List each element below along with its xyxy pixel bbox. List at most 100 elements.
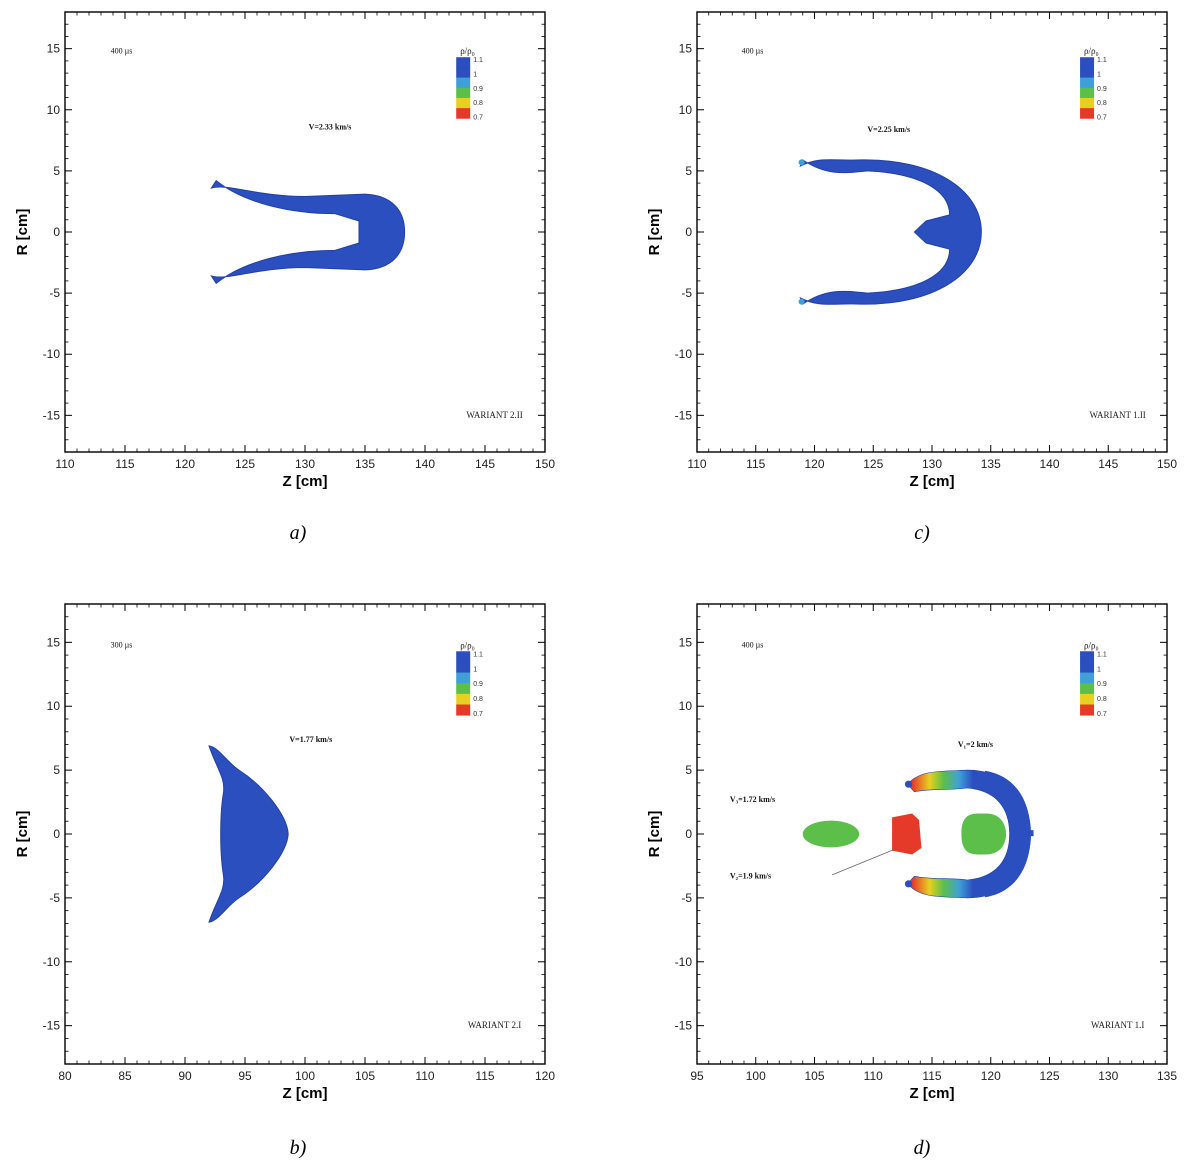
- y-tick-label: 0: [53, 225, 60, 239]
- x-tick-label: 140: [1039, 457, 1059, 471]
- y-tick-label: 5: [53, 763, 60, 777]
- chart-panel-d: 95 100 105 110 115 120 125 130 135 -15 -10 -5 0 5 10 15…: [592, 584, 1184, 1168]
- x-tick-label: 95: [690, 1069, 704, 1083]
- legend-title: ρ/ρ₀: [460, 640, 475, 650]
- y-tick-label: -5: [681, 286, 692, 300]
- legend-tick-label: 0.7: [1097, 114, 1107, 121]
- x-axis-label: Z [cm]: [283, 473, 328, 490]
- legend-swatch: [456, 87, 471, 99]
- x-axis-label: Z [cm]: [283, 1085, 328, 1102]
- x-axis-label: Z [cm]: [910, 473, 955, 490]
- caption-a: a): [289, 522, 307, 544]
- x-tick-label: 145: [1098, 457, 1118, 471]
- x-tick-label: 130: [1098, 1069, 1118, 1083]
- chart-svg-d: 95 100 105 110 115 120 125 130 135 -15 -10 -5 0 5 10 15…: [646, 603, 1177, 1102]
- y-axis-label: R [cm]: [646, 209, 663, 256]
- y-axis-label: R [cm]: [14, 811, 31, 858]
- jet-tip-upper: [798, 159, 805, 166]
- chart-svg-a: 110 115 120 125 130 135 140 145 150-15-10-505101…: [14, 11, 555, 490]
- x-tick-label: 135: [981, 457, 1001, 471]
- legend-swatch: [456, 651, 471, 663]
- x-tick-label: 135: [355, 457, 375, 471]
- x-tick-label: 100: [746, 1069, 766, 1083]
- jet-body: [210, 179, 406, 285]
- legend-swatch: [1080, 87, 1095, 99]
- legend-swatch: [456, 661, 471, 673]
- legend-tick-label: 1: [1097, 72, 1101, 79]
- legend-swatch: [1080, 693, 1095, 705]
- legend-tick-label: 0.7: [473, 114, 483, 121]
- legend-tick-label: 1.1: [473, 57, 483, 64]
- x-tick-label: 130: [922, 457, 942, 471]
- legend-swatch: [456, 57, 471, 68]
- legend-swatch: [1080, 661, 1095, 673]
- x-tick-label: 150: [1157, 457, 1177, 471]
- legend-swatch: [1080, 683, 1095, 695]
- y-tick-label: 15: [679, 635, 693, 649]
- y-tick-label: -15: [675, 408, 693, 422]
- x-tick-label: 125: [1039, 1069, 1059, 1083]
- legend-tick-label: 0.9: [1097, 86, 1107, 93]
- y-tick-label: 0: [685, 827, 692, 841]
- y-tick-label: -10: [43, 347, 61, 361]
- legend-swatch: [1080, 57, 1095, 68]
- x-axis-label: Z [cm]: [910, 1085, 955, 1102]
- legend-tick-label: 1.1: [473, 651, 483, 658]
- jet-tip-lower: [798, 298, 805, 305]
- y-axis-label: R [cm]: [14, 209, 31, 256]
- jet-nub: [1029, 830, 1034, 837]
- annotation-leader: [831, 848, 895, 876]
- x-tick-label: 130: [295, 457, 315, 471]
- legend-tick-label: 0.8: [473, 100, 483, 107]
- variant-label: WARIANT 1.I: [1091, 1020, 1144, 1030]
- fragment-green: [802, 820, 860, 848]
- inner-slug: [961, 813, 1007, 855]
- x-tick-label: 80: [58, 1069, 72, 1083]
- x-tick-label: 120: [175, 457, 195, 471]
- x-tick-label: 125: [235, 457, 255, 471]
- x-tick-label: 90: [178, 1069, 192, 1083]
- y-tick-label: -10: [43, 955, 61, 969]
- legend-swatch: [1080, 67, 1095, 78]
- y-tick-label: 5: [685, 763, 692, 777]
- legend-tick-label: 0.9: [473, 681, 483, 688]
- x-tick-label: 110: [864, 1069, 883, 1083]
- legend-swatch: [456, 693, 471, 705]
- legend-swatch: [1080, 97, 1095, 109]
- legend-title: ρ/ρ₀: [1084, 640, 1099, 650]
- velocity-annotation: V=1.77 km/s: [289, 735, 332, 744]
- velocity-annotation: V₃=1.72 km/s: [730, 795, 775, 804]
- jet-body: [208, 745, 289, 923]
- x-tick-label: 105: [355, 1069, 375, 1083]
- variant-label: WARIANT 2.II: [466, 410, 522, 420]
- time-label: 400 µs: [742, 640, 764, 649]
- legend-tick-label: 0.8: [1097, 696, 1107, 703]
- velocity-annotation: V₁=2 km/s: [958, 740, 993, 749]
- legend-tick-label: 0.9: [473, 86, 483, 93]
- legend-swatch: [456, 97, 471, 109]
- chart-svg-b: 80 85 90 95 100 105 110 115 120 -15 -10 -5 0 5 10 15 Z […: [14, 603, 555, 1102]
- y-tick-label: 15: [47, 635, 61, 649]
- x-tick-label: 145: [475, 457, 495, 471]
- legend-swatch: [456, 77, 471, 89]
- x-tick-label: 150: [535, 457, 555, 471]
- legend-title: ρ/ρ₀: [1084, 46, 1099, 56]
- legend-swatch: [456, 704, 471, 716]
- y-tick-label: 10: [679, 699, 693, 713]
- x-tick-label: 100: [295, 1069, 315, 1083]
- y-tick-label: -15: [675, 1019, 693, 1033]
- x-tick-label: 115: [115, 457, 134, 471]
- chart-svg-c: 110 115 120 125 130 135 140 145 150-15-10-505101…: [646, 11, 1177, 490]
- y-tick-label: 10: [47, 699, 61, 713]
- variant-label: WARIANT 1.II: [1089, 410, 1145, 420]
- y-tick-label: 5: [53, 164, 60, 178]
- velocity-annotation: V=2.33 km/s: [309, 122, 352, 131]
- legend-swatch: [456, 672, 471, 684]
- y-tick-label: 0: [53, 827, 60, 841]
- legend-swatch: [1080, 108, 1095, 119]
- y-axis-label: R [cm]: [646, 811, 663, 858]
- time-label: 300 µs: [111, 640, 133, 649]
- jet-body: [799, 159, 982, 305]
- caption-d: d): [913, 1137, 931, 1159]
- x-tick-label: 115: [475, 1069, 494, 1083]
